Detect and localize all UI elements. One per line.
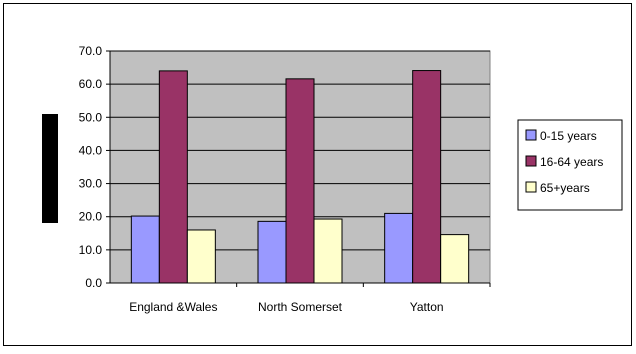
y-tick-label: 50.0 — [79, 110, 103, 124]
y-tick-label: 30.0 — [79, 177, 103, 191]
bar — [412, 70, 442, 284]
y-tick-label: 0.0 — [85, 276, 102, 290]
y-tick-label: 60.0 — [79, 77, 103, 91]
bar — [285, 78, 315, 284]
legend-label: 65+years — [540, 181, 590, 195]
x-tick-label: Yatton — [410, 300, 444, 314]
x-tick-label: England &Wales — [129, 300, 217, 314]
legend-label: 16-64 years — [540, 155, 603, 169]
legend-swatch — [525, 181, 537, 193]
bar — [313, 218, 343, 284]
bar — [257, 220, 287, 284]
legend-swatch — [525, 155, 537, 167]
ylabel-placeholder-bar — [42, 114, 58, 223]
legend-label: 0-15 years — [540, 129, 597, 143]
y-tick-label: 10.0 — [79, 243, 103, 257]
y-tick-label: 70.0 — [79, 44, 103, 58]
bar — [158, 70, 188, 284]
y-tick-label: 40.0 — [79, 143, 103, 157]
x-tick-label: North Somerset — [258, 300, 343, 314]
bar — [130, 215, 160, 284]
bar — [186, 229, 216, 284]
y-tick-label: 20.0 — [79, 210, 103, 224]
legend-swatch — [525, 129, 537, 141]
bar — [384, 212, 414, 284]
bar — [440, 234, 470, 284]
